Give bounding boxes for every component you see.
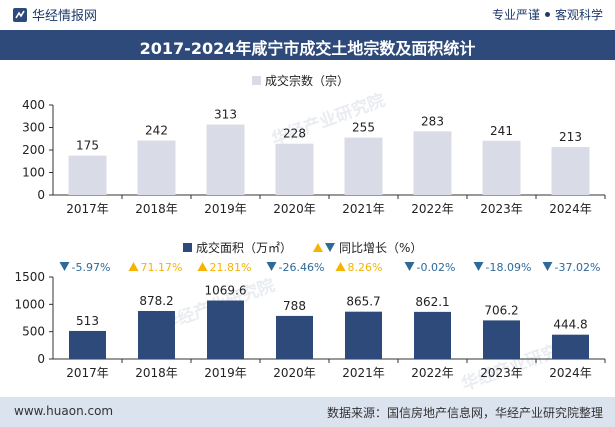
legend-swatch: [252, 76, 261, 85]
footer: www.huaon.com 数据来源：国信房地产信息网，华经产业研究院整理: [0, 397, 615, 427]
x-tick-label: 2024年: [549, 202, 592, 216]
growth-down-triangle-icon: [542, 262, 553, 271]
brand-name: 华经情报网: [32, 9, 98, 24]
footer-source: 数据来源：国信房地产信息网，华经产业研究院整理: [326, 406, 603, 420]
bar-value-label: 283: [421, 114, 444, 128]
bar-value-label: 706.2: [484, 303, 518, 317]
bar-value-label: 313: [214, 108, 237, 122]
legend-label: 同比增长（%）: [339, 241, 422, 255]
bar-value-label: 865.7: [346, 295, 380, 309]
bar: [551, 147, 590, 195]
bar: [276, 315, 313, 359]
x-tick-label: 2020年: [273, 366, 316, 380]
x-tick-label: 2017年: [66, 366, 109, 380]
slogan-right: 客观科学: [554, 8, 603, 22]
growth-up-triangle-icon: [335, 262, 346, 271]
y-tick-label: 100: [22, 166, 45, 180]
legend-label: 成交宗数（宗）: [265, 73, 349, 88]
slogan-left: 专业严谨: [491, 8, 540, 22]
growth-up-triangle-icon: [197, 262, 208, 271]
bar: [275, 143, 314, 195]
chart-land-area: 成交面积（万㎡） 同比增长（%） 0 500 1000 1500 513 2017年 878.2…: [14, 240, 606, 380]
x-tick-label: 2023年: [480, 366, 523, 380]
bar-value-label: 788: [283, 299, 306, 313]
growth-down-triangle-icon: [404, 262, 415, 271]
bar-value-label: 175: [76, 139, 99, 153]
bar: [414, 311, 451, 359]
bar: [137, 140, 176, 195]
bar-value-label: 878.2: [139, 294, 173, 308]
brand: 华经情报网: [12, 5, 97, 24]
y-tick-label: 400: [22, 98, 45, 112]
growth-down-triangle-icon: [59, 262, 70, 271]
growth-label: -0.02%: [417, 261, 456, 274]
bar: [138, 310, 175, 359]
growth-down-triangle-icon: [266, 262, 277, 271]
y-tick-label: 0: [37, 188, 45, 202]
x-tick-label: 2019年: [204, 202, 247, 216]
bar: [345, 311, 382, 359]
y-tick-label: 500: [22, 325, 45, 339]
x-tick-label: 2022年: [411, 366, 454, 380]
x-tick-label: 2024年: [549, 366, 592, 380]
x-tick-label: 2022年: [411, 202, 454, 216]
bar: [482, 140, 521, 195]
bar-value-label: 213: [559, 130, 582, 144]
x-tick-label: 2021年: [342, 202, 385, 216]
bar: [552, 334, 589, 359]
bar: [207, 300, 244, 359]
legend-swatch: [183, 243, 192, 252]
growth-down-triangle-icon: [473, 262, 484, 271]
bar: [69, 330, 106, 359]
y-tick-label: 0: [37, 352, 45, 366]
growth-up-triangle-icon: [128, 262, 139, 271]
bar: [483, 320, 520, 359]
bar: [68, 155, 107, 195]
legend-down-triangle-icon: [325, 243, 335, 252]
legend-up-triangle-icon: [313, 243, 323, 252]
growth-label: 71.17%: [141, 261, 183, 274]
title-bar: 2017-2024年咸宁市成交土地宗数及面积统计: [0, 30, 615, 60]
slogan-dot-icon: [544, 12, 550, 17]
legend-label: 成交面积（万㎡）: [196, 240, 292, 255]
bar-value-label: 242: [145, 124, 168, 138]
x-tick-label: 2018年: [135, 366, 178, 380]
growth-label: -37.02%: [555, 261, 601, 274]
x-tick-label: 2018年: [135, 202, 178, 216]
top-bar: 华经情报网 专业严谨 客观科学: [0, 0, 615, 28]
growth-label: 21.81%: [210, 261, 252, 274]
y-tick-label: 300: [22, 121, 45, 135]
chart-title: 2017-2024年咸宁市成交土地宗数及面积统计: [139, 39, 476, 58]
growth-label: -5.97%: [72, 261, 111, 274]
bar-value-label: 241: [490, 124, 513, 138]
growth-label: -26.46%: [279, 261, 325, 274]
x-tick-label: 2021年: [342, 366, 385, 380]
bar-value-label: 862.1: [415, 295, 449, 309]
bar: [344, 137, 383, 195]
slogan: 专业严谨 客观科学: [492, 6, 603, 23]
growth-label: -18.09%: [486, 261, 532, 274]
footer-website[interactable]: www.huaon.com: [14, 404, 114, 418]
brand-logo-icon: [13, 8, 27, 22]
bar-value-label: 444.8: [553, 318, 587, 332]
bar: [206, 124, 245, 195]
x-tick-label: 2023年: [480, 202, 523, 216]
bar: [413, 131, 452, 195]
bar-value-label: 228: [283, 127, 306, 141]
bar-value-label: 255: [352, 121, 375, 135]
growth-label: 8.26%: [348, 261, 383, 274]
x-tick-label: 2019年: [204, 366, 247, 380]
charts-area: 华经产业研究院华经产业研究院华经产业研究院 成交宗数（宗）01002003004…: [14, 73, 606, 395]
y-tick-label: 200: [22, 143, 45, 157]
y-tick-label: 1500: [14, 270, 45, 284]
x-tick-label: 2017年: [66, 202, 109, 216]
bar-value-label: 513: [76, 314, 99, 328]
chart-land-count: 成交宗数（宗） 0 100 200 300 400 175 2017年 242 2018年 313 2…: [22, 73, 606, 216]
y-tick-label: 1000: [14, 297, 45, 311]
bar-value-label: 1069.6: [205, 284, 247, 298]
x-tick-label: 2020年: [273, 202, 316, 216]
